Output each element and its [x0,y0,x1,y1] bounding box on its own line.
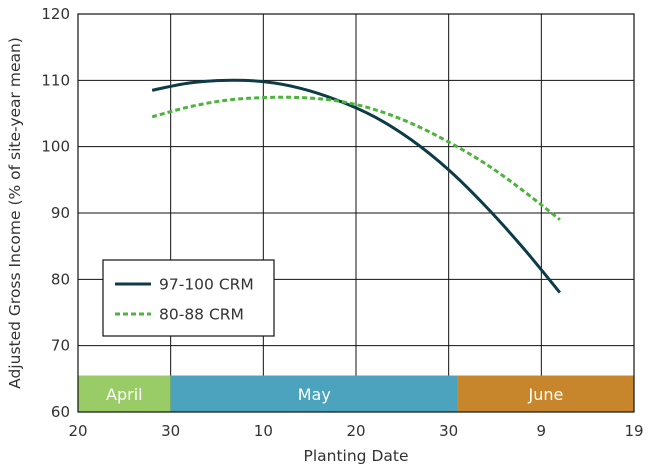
y-tick-labels: 60 70 80 90 100 110 120 [41,5,70,421]
month-label: April [106,385,143,404]
x-tick-label: 19 [624,422,643,440]
y-tick-label: 110 [41,71,70,89]
plot-frame [77,13,635,413]
month-band [457,375,634,412]
x-tick-labels: 20 30 10 20 30 9 19 [68,422,643,440]
month-band [170,375,458,412]
legend-label: 97-100 CRM [159,276,254,294]
legend-box [102,259,275,337]
series-line-97-100-crm [151,78,562,294]
y-tick-label: 120 [41,5,70,23]
x-tick-label: 20 [68,422,87,440]
x-tick-label: 9 [537,422,547,440]
y-tick-label: 80 [51,270,70,288]
x-tick-label: 20 [346,422,365,440]
grid [77,13,635,413]
y-axis-title: Adjusted Gross Income (% of site-year me… [6,37,24,389]
x-tick-label: 30 [439,422,458,440]
y-tick-label: 100 [41,138,70,156]
month-bands: April May June [78,375,634,412]
legend: 97-100 CRM 80-88 CRM [102,259,275,337]
y-tick-label: 60 [51,403,70,421]
legend-label: 80-88 CRM [159,306,244,324]
y-tick-label: 70 [51,337,70,355]
x-axis-title: Planting Date [304,447,409,465]
month-label: May [298,385,331,404]
x-tick-label: 10 [254,422,273,440]
month-label: June [528,385,564,404]
series-line-80-88-crm [151,95,561,221]
y-tick-label: 90 [51,204,70,222]
month-band [78,375,171,412]
series-lines [151,78,562,294]
x-tick-label: 30 [161,422,180,440]
